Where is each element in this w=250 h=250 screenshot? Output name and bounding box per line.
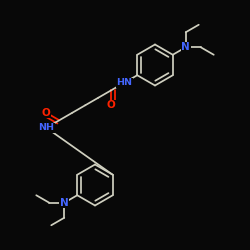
Text: N: N xyxy=(181,42,190,52)
Text: O: O xyxy=(42,108,51,118)
Text: NH: NH xyxy=(38,123,54,132)
Text: N: N xyxy=(60,198,69,208)
Text: HN: HN xyxy=(116,78,132,87)
Text: O: O xyxy=(107,100,116,110)
